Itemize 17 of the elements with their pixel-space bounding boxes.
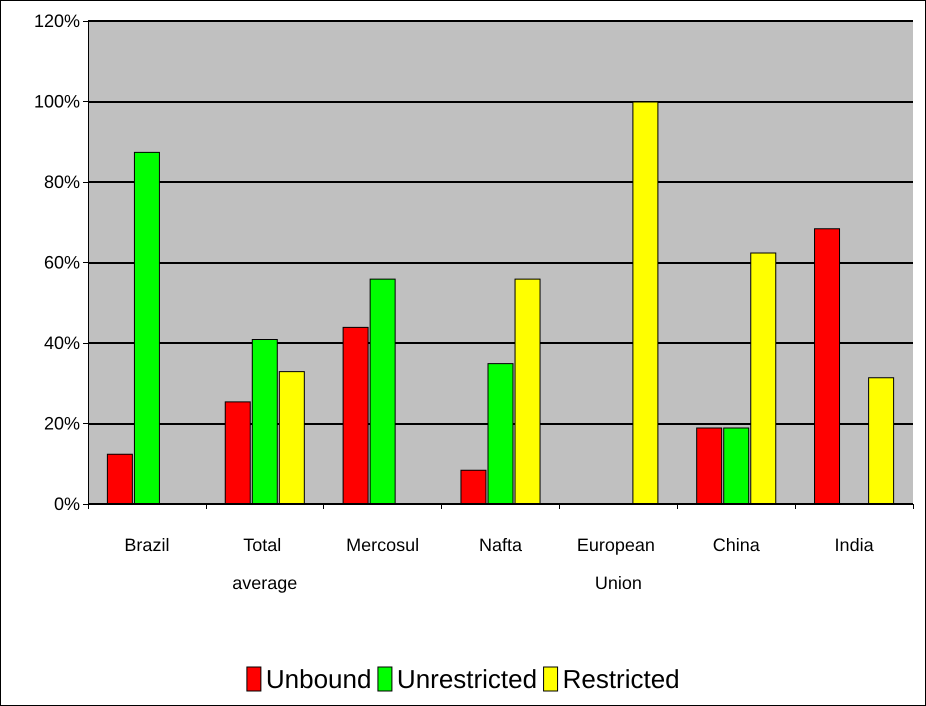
y-tick-label: 0% — [54, 494, 80, 514]
x-tick-label: Total average — [232, 535, 298, 593]
y-tick-label: 120% — [34, 11, 80, 31]
y-tick-label: 80% — [44, 172, 80, 192]
x-tick-label: Brazil — [124, 535, 170, 555]
legend-label: Restricted — [562, 664, 680, 694]
x-tick-label: Nafta — [478, 535, 523, 555]
x-tick-label: Mercosul — [346, 535, 420, 555]
legend-label: Unbound — [266, 664, 372, 694]
y-tick-label: 100% — [34, 92, 80, 112]
y-tick-label: 60% — [44, 252, 80, 272]
y-tick-label: 20% — [44, 414, 80, 434]
y-tick-label: 40% — [44, 333, 80, 353]
x-tick-label: European Union — [576, 535, 660, 593]
x-tick-label: China — [712, 535, 761, 555]
x-tick-label: India — [834, 535, 875, 555]
legend-label: Unrestricted — [396, 664, 538, 694]
